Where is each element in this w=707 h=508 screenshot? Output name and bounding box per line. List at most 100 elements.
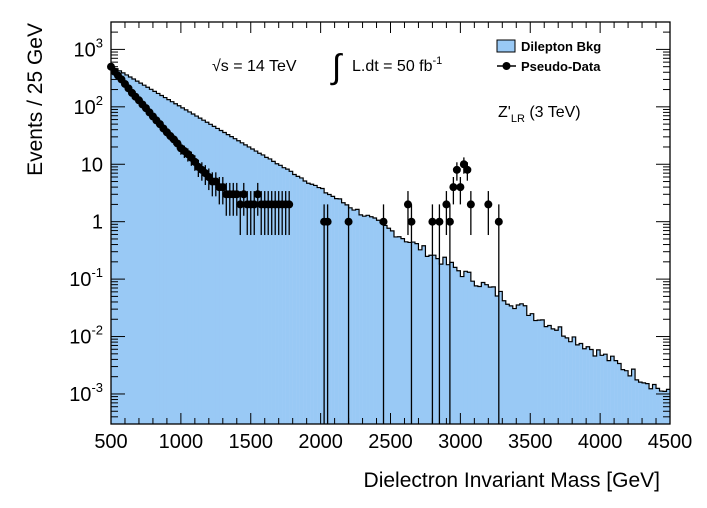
background-bin [254,151,258,424]
y-tick-exponent: 2 [96,93,103,108]
legend-label-background: Dilepton Bkg [521,39,601,54]
background-bin [201,120,206,424]
background-bin [628,375,632,424]
x-tick-label: 1500 [229,431,274,453]
legend-label-data: Pseudo-Data [521,59,601,74]
background-bin [582,348,587,424]
background-bin [411,242,416,424]
background-bin [621,369,625,424]
data-point [323,217,332,226]
background-bin [617,363,622,424]
background-bin [114,68,119,424]
background-bin [516,304,521,424]
background-bin [526,315,531,424]
background-bin [387,228,391,424]
background-bin [212,126,217,425]
background-bin [142,85,147,425]
background-bin [467,272,472,424]
background-bin [362,216,367,424]
background-bin [453,267,458,424]
x-tick-label: 1000 [159,431,204,453]
background-bin [579,343,583,424]
background-bin [219,130,224,424]
background-bin [278,165,283,425]
background-bin [439,264,444,424]
background-bin [149,89,154,424]
background-bin [177,105,182,424]
background-bin [268,158,272,424]
background-bin [404,241,409,424]
signal-rest: (3 TeV) [525,104,581,121]
background-bin [198,118,203,424]
background-bin [250,148,255,425]
y-tick-exponent: -3 [91,380,103,395]
data-point [484,200,493,209]
background-bin [373,218,377,424]
signal-label: Z'LR (3 TeV) [498,104,581,125]
background-bin [222,132,227,424]
background-bin [610,356,615,424]
background-bin [296,176,300,424]
background-bin [425,256,430,424]
background-bin [638,382,643,424]
background-bin [320,188,325,424]
background-bin [463,271,468,424]
background-bin [306,183,311,424]
background-bin [338,198,342,424]
background-bin [498,291,503,424]
background-bin [317,187,321,424]
data-point [449,183,458,192]
legend-marker-data [502,62,511,70]
background-bin [544,326,548,424]
signal-annotation: Z'LR (3 TeV) [498,104,581,125]
background-bin [474,285,479,424]
luminosity-exponent: -1 [433,55,443,67]
background-bin [310,184,314,424]
background-bin [663,391,667,424]
data-point [456,183,465,192]
y-tick-mantissa: 10 [74,97,96,119]
background-bin [303,180,307,424]
background-bin [229,136,234,424]
background-bin [163,97,168,425]
y-tick-mantissa: 10 [69,269,91,291]
background-bin [247,146,251,424]
background-bin [393,236,398,424]
background-bin [477,286,482,424]
background-bin [558,326,562,424]
data-point [442,200,451,209]
background-bin [369,216,374,424]
background-bin [593,356,597,424]
background-bin [635,379,639,424]
background-bin [470,281,475,424]
legend-entry-data: Pseudo-Data [497,59,601,74]
background-bin [366,215,370,424]
background-bin [359,214,363,424]
background-bin [488,287,493,424]
background-bin [449,262,454,424]
x-tick-label: 4500 [648,431,693,453]
luminosity-annotation: ∫ L.dt = 50 fb-1 [330,48,442,86]
data-point [253,190,262,199]
background-bin [275,163,279,425]
background-bin [652,384,657,424]
integral-symbol: ∫ [330,48,343,86]
y-tick-mantissa: 10 [69,327,91,349]
signal-base: Z' [498,104,511,121]
data-point [344,217,353,226]
background-bin [631,369,636,424]
background-bin [261,154,265,424]
background-bin [205,122,210,425]
background-bin [523,305,527,424]
background-bin [561,336,566,424]
legend: Dilepton Bkg Pseudo-Data [496,39,601,74]
background-bin [145,87,150,424]
background-bin [215,128,220,425]
background-bin [152,91,157,424]
energy-label: √s = 14 TeV [212,58,297,75]
background-bin [586,346,590,424]
background-bin [484,284,489,424]
data-point [403,200,412,209]
background-bin [575,344,580,424]
